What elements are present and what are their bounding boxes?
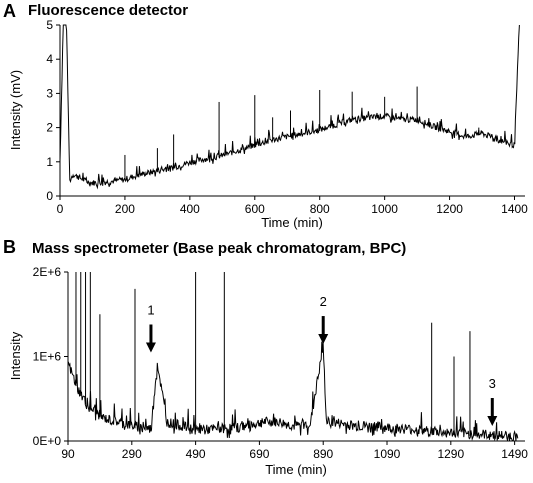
chart-b-ticks: 90 290 490 690 890 1090 1290 1490 0E+0 1E+6 2E+6	[33, 265, 529, 461]
chart-a-spikes	[124, 86, 480, 181]
chart-b-annotation-arrow-head	[318, 334, 329, 345]
chart-a-xtick-label: 1000	[371, 202, 398, 216]
chart-a-xtick-label: 400	[180, 202, 200, 216]
chart-b-xtick-label: 290	[122, 447, 142, 461]
chart-b-xtick-label: 1290	[437, 447, 464, 461]
chart-b-annotations: 1 2 3	[145, 294, 498, 427]
chart-b: 90 290 490 690 890 1090 1290 1490 0E+0 1E+6 2E+6 1…	[8, 265, 528, 477]
chart-a-ytick-label: 3	[46, 86, 53, 100]
chart-b-xtick-label: 890	[313, 447, 333, 461]
chart-a-ylabel: Intensity (mV)	[8, 70, 23, 150]
panel-a-letter: A	[3, 1, 16, 21]
chart-b-xtick-label: 690	[249, 447, 269, 461]
chart-b-annotation-label: 2	[320, 294, 327, 309]
chart-a-ytick-label: 5	[46, 18, 53, 32]
chart-b-xlabel: Time (min)	[265, 462, 327, 477]
chart-b-spikes	[75, 272, 471, 436]
chart-a-ytick-label: 4	[46, 52, 53, 66]
chart-a: 0 200 400 600 800 1000 1200 1400 0 1 2 3 4 5 Time (mi…	[8, 18, 528, 230]
chart-b-annotation-arrow-head	[487, 416, 498, 427]
chart-a-xtick-label: 600	[245, 202, 265, 216]
chart-a-xlabel: Time (min)	[261, 215, 323, 230]
chart-a-xtick-label: 0	[57, 202, 64, 216]
chart-b-ylabel: Intensity	[8, 331, 23, 380]
chart-b-xtick-label: 90	[61, 447, 75, 461]
chart-b-xtick-label: 490	[186, 447, 206, 461]
chart-a-ticks: 0 200 400 600 800 1000 1200 1400 0 1 2 3 4 5	[46, 18, 528, 216]
chart-a-ytick-label: 1	[46, 155, 53, 169]
chart-a-series-line	[59, 24, 520, 190]
chart-a-xtick-label: 1400	[501, 202, 528, 216]
chart-b-annotation-arrow-head	[145, 342, 156, 353]
chart-a-xtick-label: 1200	[436, 202, 463, 216]
chart-b-ytick-label: 0E+0	[33, 434, 62, 448]
panel-b-letter: B	[3, 237, 16, 257]
chart-a-ytick-label: 0	[46, 189, 53, 203]
chart-b-annotation-label: 3	[489, 376, 496, 391]
chart-a-xtick-label: 800	[310, 202, 330, 216]
panel-b-title: Mass spectrometer (Base peak chromatogra…	[32, 240, 406, 257]
chart-a-ytick-label: 2	[46, 121, 53, 135]
chart-b-ytick-label: 1E+6	[33, 350, 62, 364]
chart-b-xtick-label: 1090	[374, 447, 401, 461]
chart-b-xtick-label: 1490	[501, 447, 528, 461]
chart-b-annotation-label: 1	[147, 303, 154, 318]
panel-a-title: Fluorescence detector	[28, 2, 188, 19]
chart-a-xtick-label: 200	[115, 202, 135, 216]
chart-b-ytick-label: 2E+6	[33, 265, 62, 279]
chart-b-series-line	[67, 341, 519, 442]
